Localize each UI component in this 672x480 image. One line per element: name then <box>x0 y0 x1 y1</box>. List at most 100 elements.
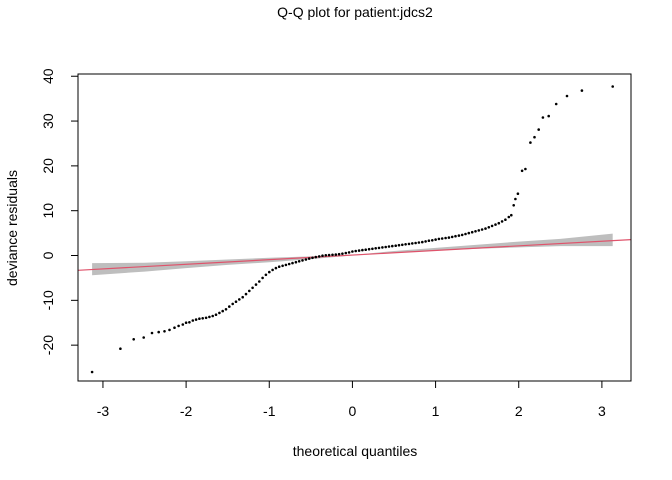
data-point <box>533 135 536 139</box>
y-tick-label: 20 <box>40 158 56 174</box>
x-tick-label: -1 <box>263 403 276 419</box>
data-point <box>487 226 491 229</box>
data-point <box>404 243 407 246</box>
data-point <box>184 321 188 325</box>
data-point <box>208 315 211 319</box>
y-tick-label: 30 <box>40 113 56 129</box>
data-point <box>537 128 540 131</box>
data-point <box>401 243 404 247</box>
data-point <box>494 223 497 226</box>
x-axis-label: theoretical quantiles <box>293 443 418 459</box>
data-point <box>512 204 515 207</box>
data-point <box>611 85 614 88</box>
data-point <box>307 257 311 260</box>
data-point <box>374 247 378 250</box>
data-point <box>361 248 364 252</box>
data-point <box>191 319 195 322</box>
data-point <box>474 230 477 233</box>
data-point <box>201 317 204 320</box>
x-tick-label: 0 <box>349 403 357 419</box>
data-point <box>344 251 348 255</box>
y-tick-label: -20 <box>40 335 56 355</box>
data-point <box>514 197 517 201</box>
data-point <box>364 248 368 251</box>
data-point <box>427 239 431 242</box>
data-point <box>387 245 391 248</box>
data-point <box>291 261 294 265</box>
data-point <box>391 244 394 248</box>
data-point <box>324 254 328 257</box>
data-point <box>524 167 527 171</box>
data-point <box>268 270 271 274</box>
data-point <box>580 89 584 92</box>
data-point <box>173 326 176 330</box>
x-tick-label: 1 <box>432 403 440 419</box>
data-point <box>168 328 171 332</box>
data-point <box>397 243 401 247</box>
data-point <box>520 169 524 173</box>
data-point <box>337 252 341 256</box>
data-point <box>238 298 241 301</box>
data-point <box>132 338 135 341</box>
data-point <box>321 254 324 257</box>
x-tick-label: 3 <box>598 403 606 419</box>
data-point <box>541 116 545 119</box>
data-point <box>414 241 417 245</box>
data-point <box>470 230 474 234</box>
data-point <box>244 292 248 296</box>
x-tick-label: -2 <box>180 403 193 419</box>
data-point <box>377 246 381 250</box>
data-point <box>480 228 484 231</box>
data-point <box>221 309 224 313</box>
data-point <box>297 260 301 263</box>
data-point <box>421 240 424 244</box>
data-point <box>277 265 281 269</box>
y-tick-label: 0 <box>40 251 56 259</box>
data-point <box>484 227 487 230</box>
x-axis: -3 -2 -1 0 1 2 3 <box>97 380 606 419</box>
data-point <box>504 218 507 221</box>
data-point <box>234 300 238 304</box>
data-point <box>194 318 198 321</box>
data-point <box>261 276 264 280</box>
data-point <box>384 245 388 249</box>
data-point <box>381 246 384 249</box>
data-point <box>90 370 94 374</box>
data-point <box>211 314 214 318</box>
data-point <box>281 264 284 268</box>
data-point <box>331 253 334 257</box>
data-point <box>507 215 511 219</box>
data-point <box>565 94 569 98</box>
data-point <box>119 347 122 351</box>
data-point <box>357 249 361 252</box>
confidence-band <box>92 233 613 276</box>
data-point <box>547 114 550 118</box>
data-point <box>241 295 244 299</box>
data-point <box>347 251 351 254</box>
data-point <box>464 232 467 236</box>
data-point <box>467 231 471 235</box>
data-point <box>204 316 208 320</box>
data-point <box>251 286 254 290</box>
data-point <box>284 263 288 267</box>
reference-line <box>78 238 631 271</box>
data-point <box>314 255 318 259</box>
data-point <box>188 321 191 324</box>
data-point <box>304 258 308 261</box>
data-point <box>431 239 434 242</box>
data-point <box>248 289 251 293</box>
data-point <box>311 256 314 260</box>
data-point <box>371 247 374 251</box>
data-point <box>214 313 218 317</box>
data-point <box>407 242 411 246</box>
data-point <box>411 242 414 245</box>
data-point <box>294 260 298 264</box>
plot-area <box>78 85 631 374</box>
x-tick-label: -3 <box>97 403 110 419</box>
data-point <box>301 259 304 262</box>
data-point <box>271 268 274 272</box>
data-point <box>224 308 228 311</box>
data-point <box>457 234 461 237</box>
data-point <box>490 224 494 228</box>
